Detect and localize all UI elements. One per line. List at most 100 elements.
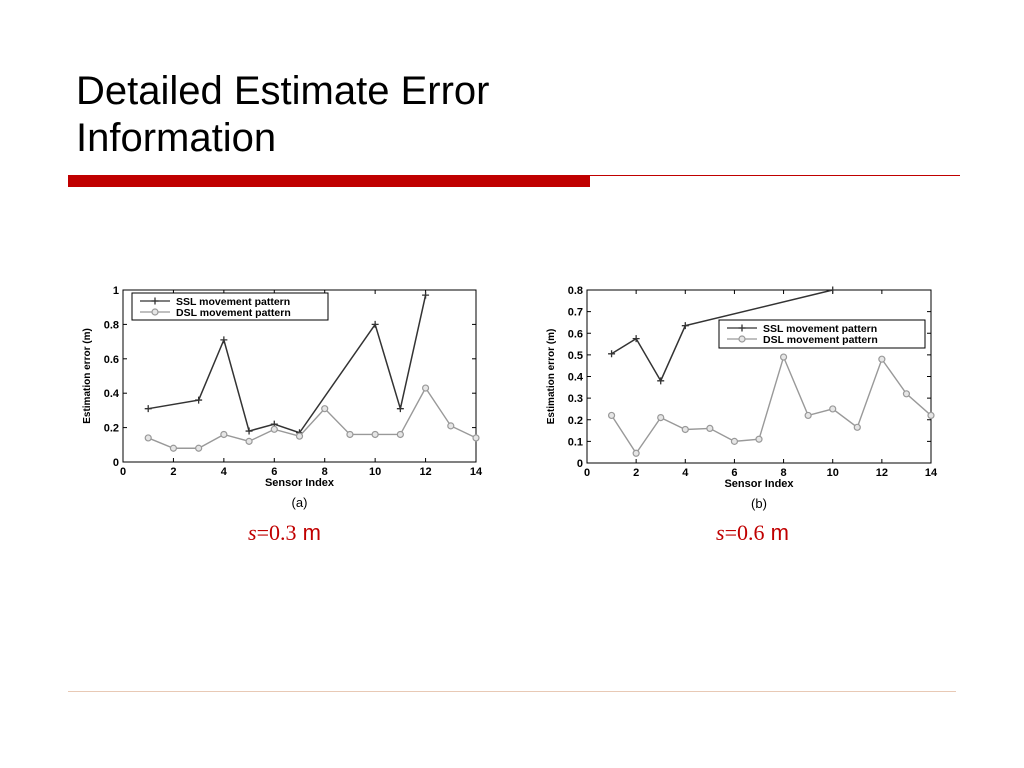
chart-b-ytick-label: 0.2 bbox=[568, 415, 583, 427]
chart-b-series-0-point bbox=[632, 335, 640, 343]
chart-b-xtick-label: 14 bbox=[925, 467, 938, 479]
chart-a-series-1-point bbox=[245, 437, 253, 445]
chart-b-legend-marker bbox=[738, 335, 746, 343]
chart-b-ytick-label: 0.3 bbox=[568, 393, 583, 405]
chart-b-xtick-label: 8 bbox=[781, 467, 787, 479]
chart-a-series-1-point bbox=[144, 434, 152, 442]
chart-b-xtick-label: 4 bbox=[682, 467, 689, 479]
chart-a-xtick-label: 14 bbox=[470, 466, 483, 478]
chart-b-series-1-point bbox=[829, 405, 837, 413]
chart-a-series-1-point bbox=[472, 434, 480, 442]
chart-b-ytick-label: 0.1 bbox=[568, 436, 583, 448]
chart-b-ytick-label: 0.5 bbox=[568, 350, 583, 362]
chart-b-series-1-point bbox=[657, 413, 665, 422]
chart-b-series-1-point bbox=[927, 411, 935, 420]
chart-a-xtick-label: 12 bbox=[419, 466, 431, 478]
chart-a-series-1-point bbox=[421, 384, 430, 392]
chart-b-series-0-point bbox=[829, 286, 837, 294]
chart-a-legend-label: SSL movement pattern bbox=[176, 296, 290, 308]
slide-title: Detailed Estimate Error Information bbox=[76, 68, 776, 162]
caption-b-symbol: s bbox=[716, 520, 725, 545]
chart-b-legend-marker bbox=[738, 324, 746, 332]
chart-a-xtick-label: 6 bbox=[271, 466, 277, 478]
chart-b-series-1 bbox=[607, 353, 935, 457]
chart-a-series-0-point bbox=[396, 405, 404, 413]
chart-b-xlabel: Sensor Index bbox=[724, 478, 794, 490]
title-underline-thick bbox=[68, 175, 590, 187]
chart-b-series-0-point bbox=[657, 377, 665, 385]
footer-rule bbox=[68, 691, 956, 692]
chart-a-series-1-point bbox=[321, 405, 329, 413]
chart-a-ytick-label: 0.6 bbox=[104, 354, 119, 366]
caption-b-value: =0.6 bbox=[724, 520, 765, 545]
chart-a-panel-label: (a) bbox=[292, 495, 308, 510]
chart-a-xtick-label: 0 bbox=[120, 466, 126, 478]
chart-b-ytick-label: 0 bbox=[577, 458, 583, 470]
chart-b-series-1-point bbox=[804, 411, 812, 420]
chart-b-xtick-label: 10 bbox=[827, 467, 839, 479]
chart-a-legend-label: DSL movement pattern bbox=[176, 307, 291, 319]
chart-a-legend-box bbox=[131, 292, 329, 321]
chart-a-xtick-label: 4 bbox=[221, 466, 228, 478]
chart-b-ytick-label: 0.8 bbox=[568, 285, 583, 297]
chart-a-series-1 bbox=[144, 384, 480, 452]
chart-b-series-1-point bbox=[755, 435, 763, 443]
chart-a-series-1-point bbox=[169, 444, 178, 452]
chart-b-series-1-point bbox=[779, 353, 788, 361]
chart-b-ytick-label: 0.7 bbox=[568, 307, 583, 319]
chart-b-series-1-point bbox=[706, 424, 714, 432]
chart-a-series-1-line bbox=[147, 386, 477, 449]
slide-title-line-1: Detailed Estimate Error bbox=[76, 69, 490, 113]
chart-b-series-0-point bbox=[608, 350, 616, 358]
caption-a-value: =0.3 bbox=[256, 520, 297, 545]
chart-b-ytick-label: 0.4 bbox=[568, 372, 584, 384]
chart-b-series-1-line bbox=[610, 354, 932, 455]
chart-b-panel-label: (b) bbox=[751, 496, 767, 511]
caption-b: s=0.6 m bbox=[716, 520, 789, 546]
chart-b-legend-label: DSL movement pattern bbox=[763, 334, 878, 346]
chart-b-series-1-point bbox=[902, 390, 911, 398]
chart-a-ytick-label: 0.2 bbox=[104, 423, 119, 435]
chart-a-series-1-point bbox=[346, 430, 354, 439]
chart-a-xtick-label: 10 bbox=[369, 466, 381, 478]
chart-a-legend-marker bbox=[151, 297, 159, 305]
caption-a-unit: m bbox=[296, 520, 321, 545]
chart-a-series-1-point bbox=[220, 430, 228, 439]
chart-a-series-0-point bbox=[422, 291, 430, 299]
caption-a-symbol: s bbox=[248, 520, 257, 545]
chart-b-series-0-point bbox=[681, 322, 689, 330]
slide-title-line-2: Information bbox=[76, 116, 277, 160]
chart-b: 0 2 4 6 8 10 12 14 0 0.1 0.2 0.3 0.4 0.5 0.6 0.7 0.8 Sens… bbox=[546, 285, 938, 511]
title-underline-thin bbox=[590, 175, 960, 176]
chart-b-xtick-label: 12 bbox=[876, 467, 888, 479]
chart-b-ylabel: Estimation error (m) bbox=[546, 329, 557, 425]
chart-a: 0 2 4 6 8 10 12 14 0 0.2 0.4 0.6 0.8 1 Sensor Index Est… bbox=[82, 285, 483, 510]
chart-a-series-0-point bbox=[371, 320, 379, 328]
chart-b-series-1-point bbox=[607, 411, 616, 420]
chart-b-series-1-point bbox=[730, 437, 739, 445]
chart-a-series-1-point bbox=[447, 422, 455, 430]
chart-b-series-1-point bbox=[853, 423, 861, 431]
chart-a-series-1-point bbox=[396, 430, 404, 439]
chart-a-series-1-point bbox=[195, 444, 203, 452]
chart-a-xtick-label: 2 bbox=[170, 466, 176, 478]
chart-a-series-0-point bbox=[245, 427, 253, 435]
chart-b-series-1-point bbox=[681, 425, 689, 434]
chart-a-series-0-point bbox=[220, 336, 228, 344]
chart-a-ytick-label: 0 bbox=[113, 457, 119, 469]
chart-b-series-1-point bbox=[632, 449, 640, 457]
chart-b-xtick-label: 0 bbox=[584, 467, 590, 479]
caption-a: s=0.3 m bbox=[248, 520, 321, 546]
chart-a-xtick-label: 8 bbox=[322, 466, 328, 478]
chart-a-legend-marker bbox=[151, 308, 159, 316]
chart-a-xlabel: Sensor Index bbox=[265, 477, 335, 489]
chart-b-series-1-point bbox=[878, 355, 886, 363]
chart-b-legend-label: SSL movement pattern bbox=[763, 323, 877, 335]
chart-b-plot-frame bbox=[586, 289, 932, 464]
chart-a-ylabel: Estimation error (m) bbox=[82, 328, 93, 424]
chart-a-series-1-point bbox=[270, 425, 278, 433]
chart-b-xtick-label: 2 bbox=[633, 467, 639, 479]
chart-a-series-0-point bbox=[195, 396, 203, 404]
